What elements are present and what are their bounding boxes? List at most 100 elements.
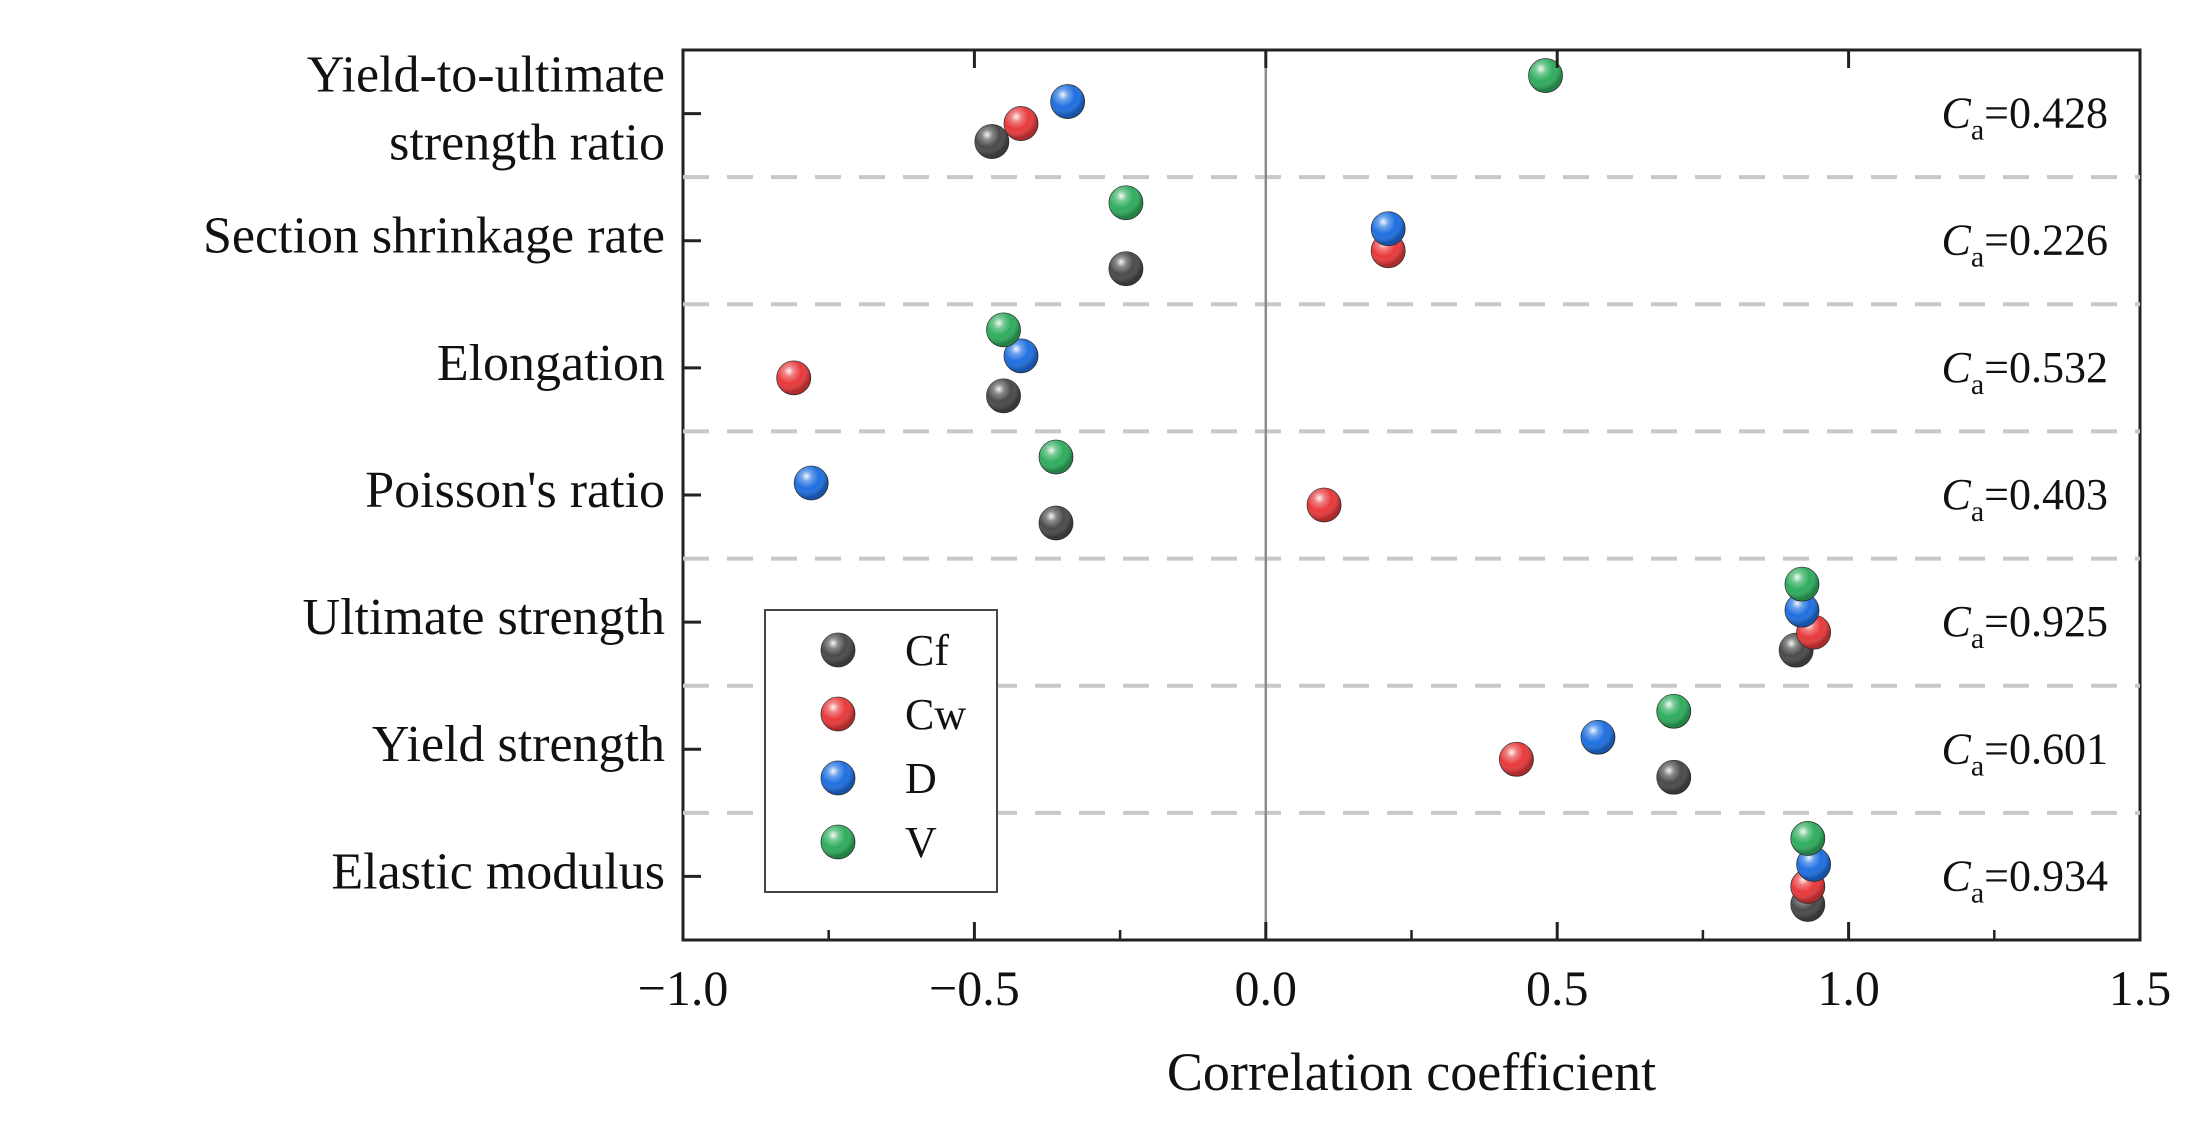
point-v-highlight: [1656, 694, 1691, 729]
point-d: [1050, 84, 1086, 119]
ca-symbol: C: [1941, 470, 1971, 519]
x-tick-label: 0.0: [1235, 960, 1298, 1016]
point-d: [1003, 338, 1039, 374]
point-d: [1784, 592, 1820, 628]
point-v-highlight: [1784, 567, 1819, 602]
point-d-highlight: [1371, 211, 1406, 246]
ca-subscript: a: [1971, 495, 1984, 528]
point-cw: [1499, 741, 1534, 777]
ca-subscript: a: [1971, 114, 1984, 147]
point-cf-highlight: [974, 124, 1009, 159]
ca-symbol: C: [1941, 597, 1971, 646]
legend-marker-v-highlight: [821, 825, 855, 859]
point-cf-highlight: [1108, 251, 1143, 286]
ca-label: Ca=0.226: [1941, 216, 2108, 274]
ca-value: =0.428: [1984, 89, 2108, 138]
legend-label: V: [905, 818, 937, 867]
ca-value: =0.925: [1984, 597, 2108, 646]
point-cf-highlight: [1656, 760, 1691, 795]
y-ticks: [683, 112, 701, 878]
legend-label: Cw: [905, 690, 966, 739]
point-v-highlight: [1038, 440, 1073, 474]
legend-label: Cf: [905, 626, 949, 675]
point-cw-highlight: [776, 360, 811, 395]
ca-value: =0.601: [1984, 724, 2108, 773]
data-points: [776, 58, 1832, 922]
point-v: [1790, 821, 1826, 856]
ca-label: Ca=0.934: [1941, 851, 2108, 909]
category-labels: Yield-to-ultimate strength ratio Section s…: [203, 47, 665, 901]
ca-subscript: a: [1971, 876, 1984, 909]
point-cw: [1003, 106, 1039, 141]
point-d: [1796, 847, 1832, 882]
category-label: strength ratio: [389, 115, 665, 172]
point-d-highlight: [1784, 593, 1819, 628]
point-v: [1528, 58, 1563, 93]
point-v-highlight: [986, 312, 1021, 347]
point-cf: [1656, 759, 1692, 795]
ca-symbol: C: [1941, 851, 1971, 900]
legend-marker-d: [820, 760, 856, 796]
point-v: [1656, 693, 1692, 729]
point-v: [986, 312, 1021, 348]
point-cf: [1108, 251, 1144, 287]
category-label: Section shrinkage rate: [203, 208, 665, 265]
point-v: [1108, 185, 1144, 221]
x-tick-label: −0.5: [929, 960, 1020, 1016]
point-cf-highlight: [1038, 506, 1073, 540]
point-cw-highlight: [1307, 488, 1342, 522]
legend-label: D: [905, 754, 937, 803]
ca-value: =0.934: [1984, 851, 2108, 900]
ca-subscript: a: [1971, 368, 1984, 401]
point-d-highlight: [794, 466, 829, 500]
ca-symbol: C: [1941, 89, 1971, 138]
ca-value: =0.532: [1984, 343, 2108, 392]
legend-marker-d-highlight: [821, 761, 855, 795]
point-cf: [1038, 505, 1074, 541]
ca-label: Ca=0.532: [1941, 343, 2108, 401]
ca-subscript: a: [1971, 241, 1984, 274]
x-tick-label: 1.5: [2109, 960, 2172, 1016]
ca-symbol: C: [1941, 343, 1971, 392]
point-cf: [986, 378, 1021, 414]
category-label: Ultimate strength: [303, 589, 665, 646]
point-d: [1580, 719, 1616, 755]
point-cf: [974, 124, 1010, 159]
category-label: Elastic modulus: [331, 843, 665, 900]
ca-label: Ca=0.925: [1941, 597, 2108, 655]
point-cw-highlight: [1499, 742, 1534, 777]
point-d-highlight: [1004, 338, 1039, 373]
ca-symbol: C: [1941, 724, 1971, 773]
legend-marker-cw: [820, 696, 856, 732]
legend-marker-cf: [820, 632, 856, 668]
ca-symbol: C: [1941, 216, 1971, 265]
x-ticks: −1.0 −0.5 0.0 0.5 1.0 1.5: [638, 50, 2172, 1016]
category-label: Yield-to-ultimate: [307, 47, 665, 104]
ca-subscript: a: [1971, 622, 1984, 655]
x-axis-title: Correlation coefficient: [1167, 1042, 1656, 1102]
point-d-highlight: [1580, 720, 1615, 755]
legend-box: [764, 609, 998, 893]
ca-subscript: a: [1971, 749, 1984, 782]
point-d-highlight: [1050, 84, 1085, 119]
ca-value: =0.226: [1984, 216, 2108, 265]
point-d: [1370, 211, 1406, 247]
point-v: [1784, 566, 1820, 602]
category-label: Poisson's ratio: [365, 462, 665, 519]
legend-marker-cf-highlight: [821, 633, 855, 667]
legend-marker-v: [820, 824, 856, 860]
ca-labels: Ca=0.428Ca=0.226Ca=0.532Ca=0.403Ca=0.925…: [1941, 89, 2108, 910]
point-cw-highlight: [1004, 106, 1039, 141]
x-tick-label: 1.0: [1817, 960, 1880, 1016]
point-v-highlight: [1108, 185, 1143, 220]
point-d: [793, 465, 829, 501]
point-cw: [1306, 487, 1342, 523]
category-label: Yield strength: [372, 716, 665, 773]
point-v-highlight: [1528, 58, 1563, 93]
point-d-highlight: [1796, 847, 1831, 882]
point-cf-highlight: [986, 378, 1021, 413]
x-tick-label: −1.0: [638, 960, 729, 1016]
category-label: Elongation: [437, 335, 665, 392]
ca-label: Ca=0.403: [1941, 470, 2108, 528]
